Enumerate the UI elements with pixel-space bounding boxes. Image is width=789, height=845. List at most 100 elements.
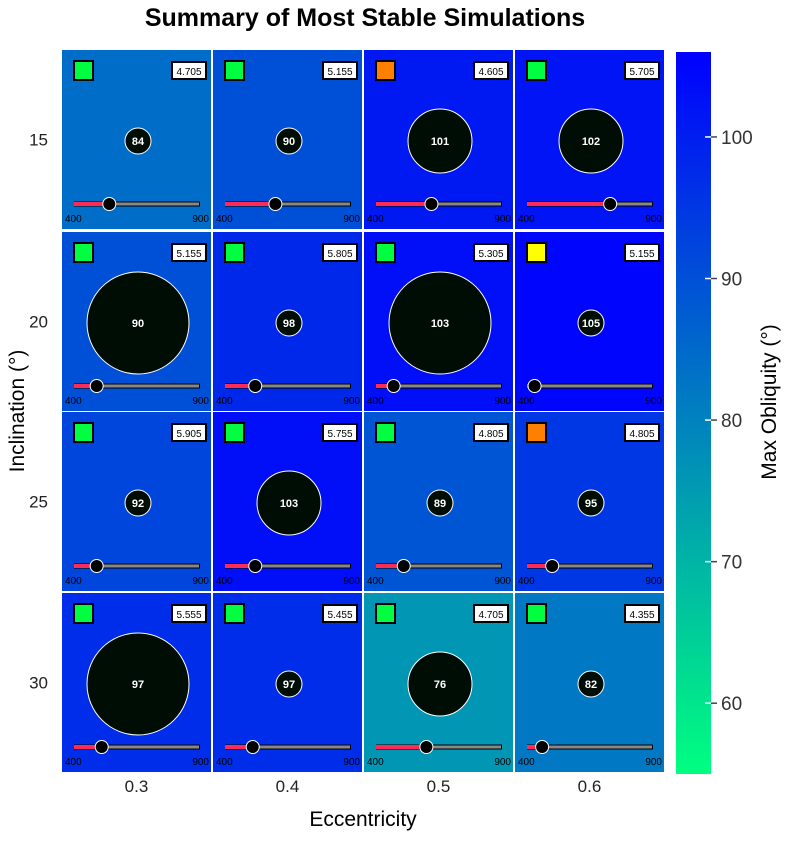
status-square	[526, 422, 547, 443]
obliquity-label: 97	[132, 679, 144, 691]
slider-max-label: 900	[192, 214, 209, 225]
slider-min-label: 400	[518, 214, 535, 225]
slider-track-inner	[377, 384, 501, 388]
slider-max-label: 900	[645, 757, 662, 768]
slider-track-inner	[377, 202, 501, 206]
slider-track-inner	[226, 384, 350, 388]
heatmap-cell: 5.305 103 400 900	[364, 232, 513, 411]
obliquity-circle	[388, 271, 492, 375]
slider-knob	[89, 379, 104, 393]
slider-fill	[527, 564, 553, 568]
slider-track-inner	[528, 564, 652, 568]
slider-fill	[74, 202, 110, 206]
heatmap-cell: 5.155 90 400 900	[62, 232, 211, 411]
slider-knob	[248, 559, 263, 573]
value-box	[624, 61, 660, 80]
slider-fill	[527, 745, 543, 749]
status-square	[73, 603, 94, 624]
slider-max-label: 900	[494, 396, 511, 407]
obliquity-label: 82	[585, 679, 597, 691]
slider-min-label: 400	[65, 757, 82, 768]
obliquity-label: 103	[431, 318, 449, 330]
y-tick-label: 15	[29, 131, 48, 150]
value-box	[171, 243, 207, 262]
status-square	[375, 603, 396, 624]
obliquity-circle	[124, 127, 152, 155]
heatmap-cell: 5.555 97 400 900	[62, 593, 211, 772]
slider-knob	[386, 379, 401, 393]
slider-min-label: 400	[367, 214, 384, 225]
slider-max-label: 900	[645, 396, 662, 407]
value-box-label: 5.455	[327, 610, 352, 621]
heatmap-cell: 5.755 103 400 900	[213, 412, 362, 591]
obliquity-circle	[426, 489, 454, 517]
x-tick-label: 0.3	[125, 777, 149, 796]
slider-knob	[603, 197, 618, 211]
value-box	[624, 604, 660, 623]
slider-track-inner	[528, 745, 652, 749]
slider-max-label: 900	[494, 214, 511, 225]
value-box	[624, 243, 660, 262]
slider-track-inner	[75, 564, 199, 568]
slider-track-inner	[226, 745, 350, 749]
value-box-label: 4.705	[478, 610, 503, 621]
slider-knob	[102, 197, 117, 211]
y-tick-label: 25	[29, 493, 48, 512]
slider-fill	[376, 202, 432, 206]
value-box	[322, 423, 358, 442]
value-box-label: 5.555	[176, 610, 201, 621]
value-box-label: 4.605	[478, 67, 503, 78]
value-box	[473, 61, 509, 80]
slider-track-inner	[377, 745, 501, 749]
value-box	[473, 423, 509, 442]
value-box-label: 5.305	[478, 249, 503, 260]
obliquity-label: 105	[582, 318, 600, 330]
slider-min-label: 400	[65, 576, 82, 587]
slider-knob	[424, 197, 439, 211]
slider-max-label: 900	[494, 576, 511, 587]
slider-max-label: 900	[343, 757, 360, 768]
slider-fill	[527, 202, 611, 206]
slider-max-label: 900	[494, 757, 511, 768]
slider-fill	[225, 202, 276, 206]
heatmap-cell: 4.805 89 400 900	[364, 412, 513, 591]
slider-knob	[248, 379, 263, 393]
obliquity-label: 98	[283, 318, 295, 330]
slider-max-label: 900	[192, 396, 209, 407]
slider-knob	[527, 379, 542, 393]
obliquity-label: 90	[283, 136, 295, 148]
obliquity-label: 84	[132, 136, 145, 148]
slider-min-label: 400	[216, 576, 233, 587]
obliquity-circle	[124, 489, 152, 517]
obliquity-circle	[86, 632, 190, 736]
slider-knob	[268, 197, 283, 211]
slider-min-label: 400	[367, 757, 384, 768]
slider-knob	[396, 559, 411, 573]
slider-fill	[376, 745, 427, 749]
value-box-label: 5.155	[176, 249, 201, 260]
obliquity-label: 102	[582, 136, 600, 148]
slider-knob	[245, 740, 260, 754]
heatmap-cell: 4.705 84 400 900	[62, 50, 211, 229]
status-square	[224, 422, 245, 443]
slider-knob	[419, 740, 434, 754]
status-square	[224, 242, 245, 263]
slider-knob	[535, 740, 550, 754]
slider-fill	[376, 384, 394, 388]
obliquity-label: 95	[585, 498, 597, 510]
heatmap-cell: 4.355 82 400 900	[515, 593, 664, 772]
value-box	[171, 61, 207, 80]
obliquity-circle	[577, 309, 605, 337]
obliquity-circle	[275, 309, 303, 337]
x-axis-label: Eccentricity	[309, 808, 417, 831]
colorbar-tick-label: 70	[721, 553, 742, 574]
slider-fill	[225, 564, 256, 568]
slider-fill	[225, 384, 256, 388]
slider-min-label: 400	[216, 757, 233, 768]
obliquity-circle	[407, 108, 473, 174]
status-square	[224, 60, 245, 81]
value-box-label: 5.755	[327, 429, 352, 440]
slider-track-inner	[377, 564, 501, 568]
value-box-label: 5.155	[327, 67, 352, 78]
